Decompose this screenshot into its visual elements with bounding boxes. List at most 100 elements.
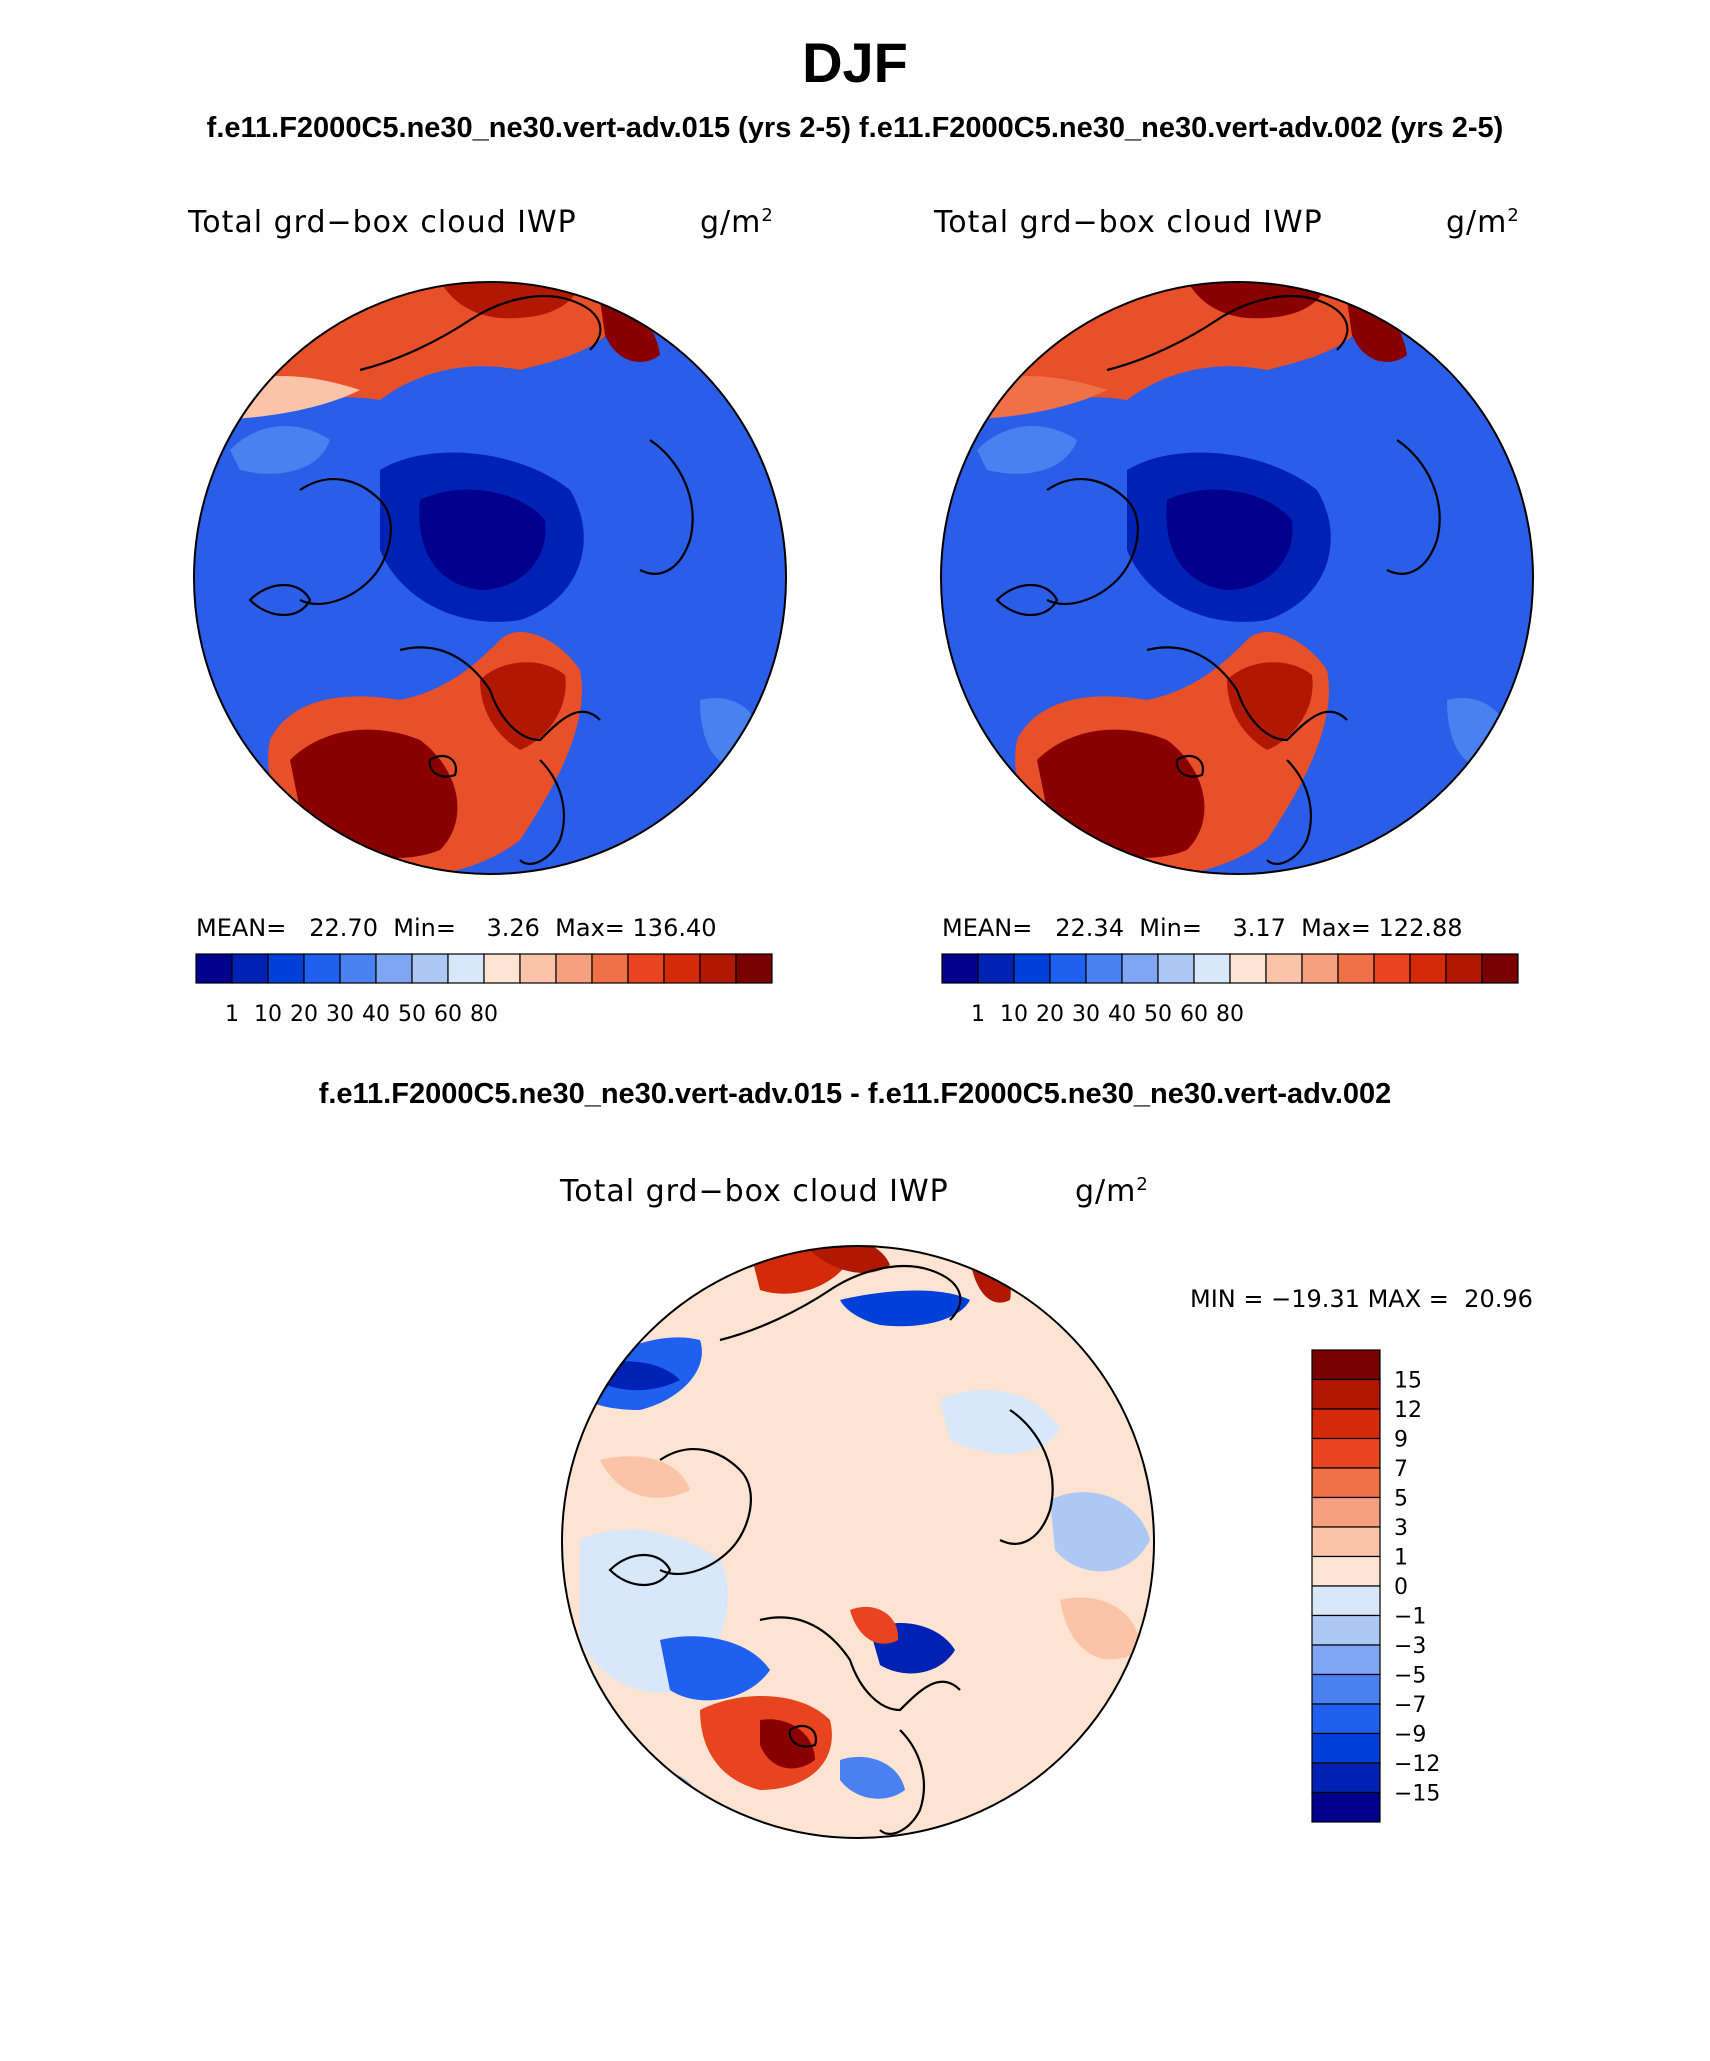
difference-colorbar: 15 12 9 7 5 3 1 0 −1 −3 −5 −7 −9 −12 −15 (1311, 1349, 1440, 1823)
panel2-colorbar-box (1265, 953, 1303, 984)
panel1-colorbar: 1 10 20 30 40 50 60 80 (195, 953, 773, 1027)
difference-colorbar-box (1311, 1378, 1381, 1410)
panel1-colorbar-tick-label: 10 (254, 1002, 282, 1027)
panel1-colorbar-box (519, 953, 557, 984)
panel2-colorbar-box (1373, 953, 1411, 984)
panel1-colorbar-tick-label: 80 (470, 1002, 498, 1027)
panel1-colorbar-box (735, 953, 773, 984)
panel1-colorbar-box (699, 953, 737, 984)
panel1-colorbar-box (627, 953, 665, 984)
difference-colorbar-box (1311, 1467, 1381, 1499)
panel2-colorbar-box (1085, 953, 1123, 984)
panel2-colorbar-box (941, 953, 979, 984)
panel1-colorbar-box (267, 953, 305, 984)
panel2-min-label: Min= (1139, 914, 1202, 942)
difference-colorbar-box (1311, 1408, 1381, 1440)
diff-max-label: MAX = (1367, 1285, 1449, 1313)
diff-stats: MIN = −19.31 MAX = 20.96 (1190, 1285, 1533, 1313)
panel2-colorbar-tick-label: 30 (1072, 1002, 1100, 1027)
panel2-colorbar-tick-label: 1 (971, 1002, 985, 1027)
difference-colorbar-box (1311, 1437, 1381, 1469)
difference-colorbar-box (1311, 1349, 1381, 1381)
difference-colorbar-tick-label: 3 (1394, 1516, 1408, 1541)
panel1-colorbar-box (555, 953, 593, 984)
panel2-colorbar: 1 10 20 30 40 50 60 80 (941, 953, 1519, 1027)
difference-colorbar-box (1311, 1791, 1381, 1823)
panel2-colorbar-box (977, 953, 1015, 984)
panel2-colorbar-tick-label: 20 (1036, 1002, 1064, 1027)
panel2-mean: 22.34 (1055, 914, 1124, 942)
difference-colorbar-tick-label: 1 (1394, 1546, 1408, 1571)
panel1-colorbar-box (375, 953, 413, 984)
panel1-colorbar-box (483, 953, 521, 984)
difference-colorbar-box (1311, 1496, 1381, 1528)
difference-colorbar-box (1311, 1614, 1381, 1646)
panel2-colorbar-box (1013, 953, 1051, 984)
diff-min: −19.31 (1271, 1285, 1360, 1313)
panel1-min: 3.26 (486, 914, 540, 942)
panel1-colorbar-box (339, 953, 377, 984)
panel1-stats: MEAN= 22.70 Min= 3.26 Max= 136.40 (196, 914, 717, 942)
panel1-colorbar-box (303, 953, 341, 984)
panel2-colorbar-tick-label: 80 (1216, 1002, 1244, 1027)
panel2-colorbar-box (1049, 953, 1087, 984)
difference-colorbar-tick-label: −15 (1394, 1782, 1440, 1807)
panel1-colorbar-tick-label: 40 (362, 1002, 390, 1027)
panel1-colorbar-tick-label: 30 (326, 1002, 354, 1027)
panel2-max: 122.88 (1378, 914, 1463, 942)
panel2-colorbar-box (1481, 953, 1519, 984)
panel1-min-label: Min= (393, 914, 456, 942)
panel2-min: 3.17 (1232, 914, 1286, 942)
difference-colorbar-tick-label: 5 (1394, 1487, 1408, 1512)
panel1-max-label: Max= (555, 914, 625, 942)
difference-colorbar-tick-label: 15 (1394, 1369, 1422, 1394)
case-titles: f.e11.F2000C5.ne30_ne30.vert-adv.015 (yr… (206, 112, 1504, 144)
panel2-colorbar-box (1337, 953, 1375, 984)
difference-colorbar-tick-label: −1 (1394, 1605, 1426, 1630)
panel2-colorbar-box (1301, 953, 1339, 984)
difference-colorbar-box (1311, 1673, 1381, 1705)
panel2-colorbar-box (1193, 953, 1231, 984)
panel2-colorbar-box (1409, 953, 1447, 984)
difference-colorbar-box (1311, 1526, 1381, 1558)
panel2-colorbar-tick-label: 60 (1180, 1002, 1208, 1027)
panel2-colorbar-box (1121, 953, 1159, 984)
difference-polar-map (561, 1245, 1155, 1839)
panel1-colorbar-box (447, 953, 485, 984)
panel2-stats: MEAN= 22.34 Min= 3.17 Max= 122.88 (942, 914, 1463, 942)
difference-colorbar-tick-label: −5 (1394, 1664, 1426, 1689)
panel1-colorbar-box (195, 953, 233, 984)
difference-colorbar-tick-label: −7 (1394, 1693, 1426, 1718)
panel1-mean: 22.70 (309, 914, 378, 942)
panel1-colorbar-tick-label: 60 (434, 1002, 462, 1027)
panel1-colorbar-box (663, 953, 701, 984)
panel1-colorbar-box (411, 953, 449, 984)
panel2-colorbar-tick-label: 50 (1144, 1002, 1172, 1027)
difference-colorbar-tick-label: −12 (1394, 1752, 1440, 1777)
diff-units-label: g/m2 (1075, 1174, 1149, 1209)
panel2-polar-map (940, 281, 1534, 875)
difference-colorbar-tick-label: −3 (1394, 1634, 1426, 1659)
panel2-colorbar-tick-label: 40 (1108, 1002, 1136, 1027)
difference-colorbar-tick-label: 7 (1394, 1457, 1408, 1482)
difference-colorbar-tick-label: −9 (1394, 1723, 1426, 1748)
difference-colorbar-box (1311, 1762, 1381, 1794)
panel1-units-label: g/m2 (700, 205, 774, 240)
panel2-colorbar-box (1445, 953, 1483, 984)
panel1-max: 136.40 (632, 914, 717, 942)
panel2-variable-label: Total grd−box cloud IWP (934, 205, 1323, 240)
panel1-colorbar-tick-label: 50 (398, 1002, 426, 1027)
difference-colorbar-box (1311, 1732, 1381, 1764)
diff-min-label: MIN = (1190, 1285, 1264, 1313)
panel1-variable-label: Total grd−box cloud IWP (188, 205, 577, 240)
panel1-colorbar-box (591, 953, 629, 984)
panel2-max-label: Max= (1301, 914, 1371, 942)
difference-colorbar-tick-label: 9 (1394, 1428, 1408, 1453)
difference-colorbar-box (1311, 1703, 1381, 1735)
main-title: DJF (802, 31, 908, 94)
panel2-colorbar-tick-label: 10 (1000, 1002, 1028, 1027)
difference-colorbar-box (1311, 1644, 1381, 1676)
panel2-colorbar-box (1157, 953, 1195, 984)
panel1-colorbar-tick-label: 20 (290, 1002, 318, 1027)
panel1-colorbar-tick-label: 1 (225, 1002, 239, 1027)
